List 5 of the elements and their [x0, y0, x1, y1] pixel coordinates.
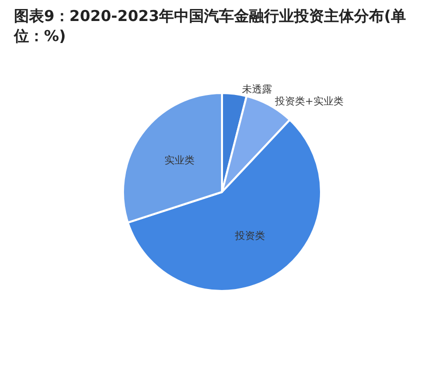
slice-label: 投资类+实业类: [274, 95, 344, 108]
slice-label: 实业类: [164, 154, 195, 167]
chart-title: 图表9：2020-2023年中国汽车金融行业投资主体分布(单位：%): [14, 6, 408, 46]
slice-label: 投资类: [234, 230, 266, 242]
slice-label: 未透露: [242, 83, 272, 96]
